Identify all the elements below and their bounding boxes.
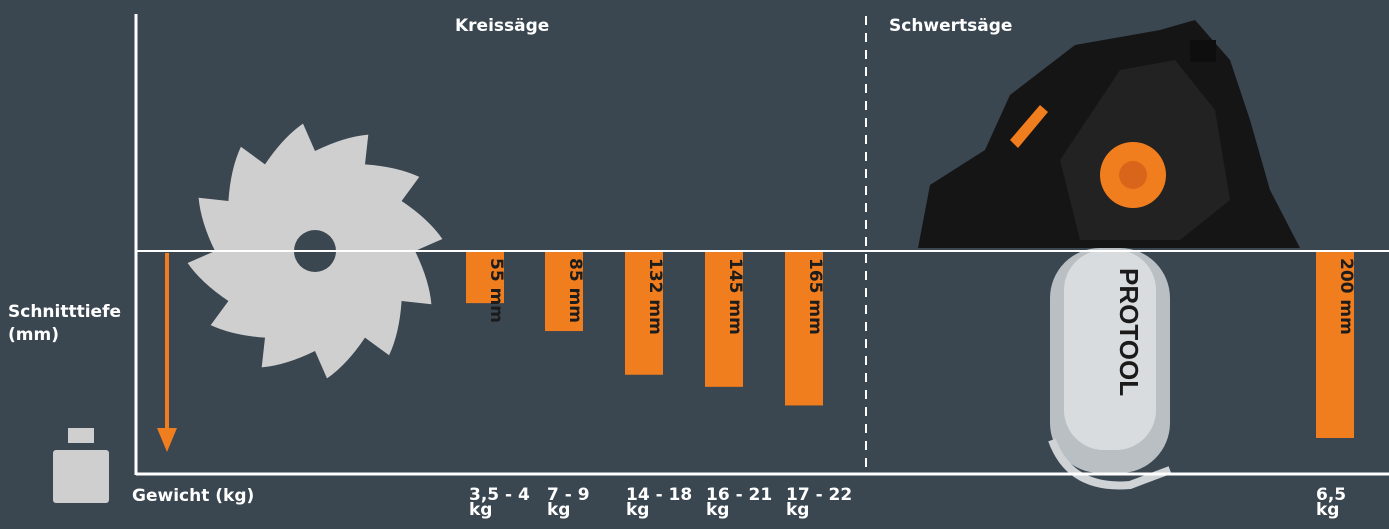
x-tick-label-5: 6,5 kg xyxy=(1316,485,1347,520)
svg-text:PROTOOL: PROTOOL xyxy=(1114,268,1144,396)
x-tick-label-0: 3,5 - 4 kg xyxy=(469,485,530,520)
group-label-kreissaege: Kreissäge xyxy=(455,16,550,36)
group-label-schwertsaege: Schwertsäge xyxy=(889,16,1013,36)
x-tick-label-line: kg xyxy=(547,500,571,520)
chainsaw-machine-icon: PROTOOL xyxy=(918,20,1300,490)
arrow-down-icon xyxy=(157,253,177,452)
bar-5 xyxy=(1316,252,1354,438)
x-tick-label-line: 3,5 - 4 xyxy=(469,485,530,505)
x-tick-label-2: 14 - 18 kg xyxy=(626,485,693,520)
x-tick-label-1: 7 - 9 kg xyxy=(547,485,590,520)
bar-4 xyxy=(785,252,823,406)
bar-3 xyxy=(705,252,743,387)
x-tick-label-4: 17 - 22 kg xyxy=(786,485,853,520)
x-tick-label-line: kg xyxy=(1316,500,1340,520)
x-tick-label-line: kg xyxy=(469,500,493,520)
x-tick-label-line: 16 - 21 xyxy=(706,485,773,505)
x-tick-label-line: kg xyxy=(626,500,650,520)
x-tick-label-line: 7 - 9 xyxy=(547,485,590,505)
x-tick-label-line: 14 - 18 xyxy=(626,485,693,505)
x-tick-label-3: 16 - 21 kg xyxy=(706,485,773,520)
bar-1 xyxy=(545,252,583,332)
bar-0 xyxy=(466,252,504,304)
bar-label-3: 145 mm xyxy=(725,258,745,335)
bar-label-1: 85 mm xyxy=(565,258,585,323)
y-axis-label: Schnitttiefe (mm) xyxy=(8,302,122,345)
bar-label-5: 200 mm xyxy=(1336,258,1356,335)
bars: 55 mm 85 mm 132 mm 145 mm 165 mm 200 mm xyxy=(466,252,1356,438)
x-tick-label-line: 17 - 22 xyxy=(786,485,853,505)
x-tick-label-line: 6,5 xyxy=(1316,485,1347,505)
x-tick-label-line: kg xyxy=(706,500,730,520)
weight-icon xyxy=(53,428,109,503)
bar-2 xyxy=(625,252,663,375)
bar-label-2: 132 mm xyxy=(645,258,665,335)
x-axis-label: Gewicht (kg) xyxy=(132,486,255,506)
bar-label-4: 165 mm xyxy=(805,258,825,335)
bar-label-0: 55 mm xyxy=(486,258,506,323)
x-tick-label-line: kg xyxy=(786,500,810,520)
